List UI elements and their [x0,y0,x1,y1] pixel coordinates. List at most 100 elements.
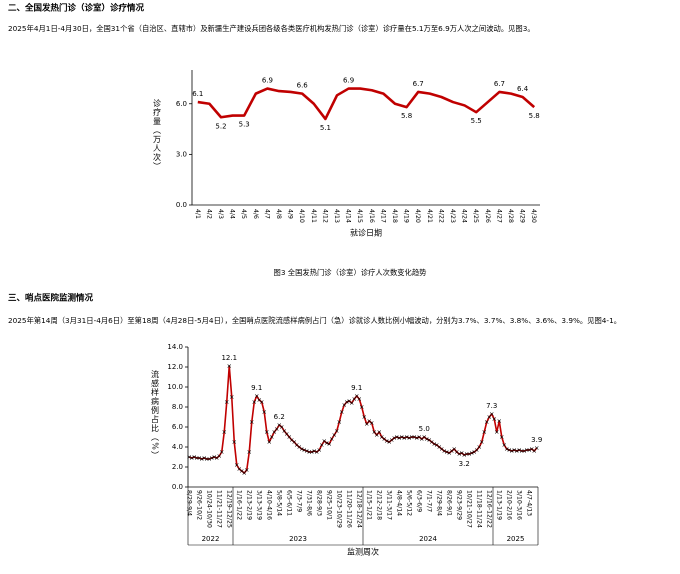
y-tick-label: 12.0 [167,363,183,371]
data-marker [282,429,287,433]
x-tick-label: 7/3-7/9 [295,490,302,512]
data-marker [372,430,377,434]
data-marker [459,451,464,455]
data-marker [452,447,457,451]
data-marker [392,436,397,440]
y-tick-label: 10.0 [167,383,183,391]
data-marker [402,436,407,440]
data-marker [439,447,444,451]
data-marker [517,448,522,452]
data-marker [497,419,502,423]
x-tick-label: 3/13-3/19 [255,490,262,520]
data-marker [499,435,504,439]
data-marker [332,433,337,437]
data-marker [454,450,459,454]
data-marker [287,435,292,439]
data-marker [337,420,342,424]
x-tick-label: 11/18-11/24 [475,490,482,528]
data-marker [422,435,427,439]
y-tick-label: 6.0 [172,423,183,431]
data-marker [192,455,197,459]
x-tick-label: 12/16-12/22 [485,490,492,528]
data-marker [389,438,394,442]
x-tick-label: 11/20-11/26 [345,490,352,528]
y-tick-label: 8.0 [172,403,183,411]
x-tick-label: 4/28 [507,209,514,223]
data-marker [487,415,492,419]
x-tick-label: 4/25 [472,209,479,223]
data-marker [507,448,512,452]
data-marker [504,447,509,451]
data-label: 6.9 [262,77,273,85]
y-tick-label: 0.0 [176,201,187,209]
data-marker [477,445,482,449]
x-tick-label: 12/19-12/25 [225,490,232,528]
x-tick-label: 4/3 [217,209,224,219]
data-label: 6.7 [413,80,424,88]
data-label: 3.2 [459,460,470,468]
data-marker [217,454,222,458]
data-marker [279,425,284,429]
data-label: 3.9 [531,436,542,444]
data-marker [512,448,517,452]
data-marker [462,453,467,457]
data-marker [387,440,392,444]
x-tick-label: 7/29-8/4 [435,490,442,516]
y-axis-label: 流感样病例占比（%） [151,369,160,460]
x-tick-label: 6/5-6/11 [285,490,292,516]
data-marker [264,430,269,434]
x-tick-label: 4/26 [484,209,491,223]
x-tick-label: 5/8-5/14 [275,490,282,516]
data-marker [189,456,194,460]
data-marker [534,446,539,450]
x-tick-label: 8/29-9/4 [185,490,192,516]
x-tick-label: 4/20 [414,209,421,223]
data-marker [289,438,294,442]
data-marker [364,422,369,426]
data-marker [312,449,317,453]
x-tick-label: 10/24-10/30 [205,490,212,528]
data-marker [427,438,432,442]
x-tick-label: 10/21-10/27 [465,490,472,528]
x-tick-label: 4/16 [368,209,375,223]
data-marker [437,445,442,449]
data-marker [199,457,204,461]
data-marker [272,430,277,434]
data-label: 5.0 [419,425,430,433]
data-marker [527,448,532,452]
data-label: 9.1 [351,384,362,392]
data-marker [339,410,344,414]
data-marker [494,430,499,434]
data-marker [232,440,237,444]
data-marker [224,400,229,404]
x-tick-label: 3/10-3/16 [515,490,522,520]
data-marker [334,429,339,433]
data-label: 6.7 [494,80,505,88]
data-marker [297,445,302,449]
data-marker [344,400,349,404]
data-label: 6.9 [343,77,354,85]
x-tick-label: 4/30 [530,209,537,223]
paragraph: 2025年4月1日-4月30日，全国31个省（自治区、直辖市）及新疆生产建设兵团… [8,24,535,33]
x-tick-label: 4/1 [194,209,201,219]
x-tick-label: 4/11 [310,209,317,223]
x-tick-label: 3/11-3/17 [385,490,392,520]
data-marker [369,421,374,425]
data-marker [447,451,452,455]
x-tick-label: 2/10-2/16 [505,490,512,520]
x-tick-label: 4/17 [379,209,386,223]
data-marker [237,467,242,471]
data-label: 6.4 [517,85,529,93]
data-marker [322,439,327,443]
data-marker [262,410,267,414]
data-marker [317,448,322,452]
data-marker [384,439,389,443]
x-tick-label: 1/15-1/21 [365,490,372,520]
data-marker [394,435,399,439]
data-marker [367,419,372,423]
x-tick-label: 4/27 [495,209,502,223]
figure-caption: 图3 全国发热门诊（诊室）诊疗人次数变化趋势 [274,268,428,277]
data-marker [327,442,332,446]
x-tick-label: 4/12 [321,209,328,223]
